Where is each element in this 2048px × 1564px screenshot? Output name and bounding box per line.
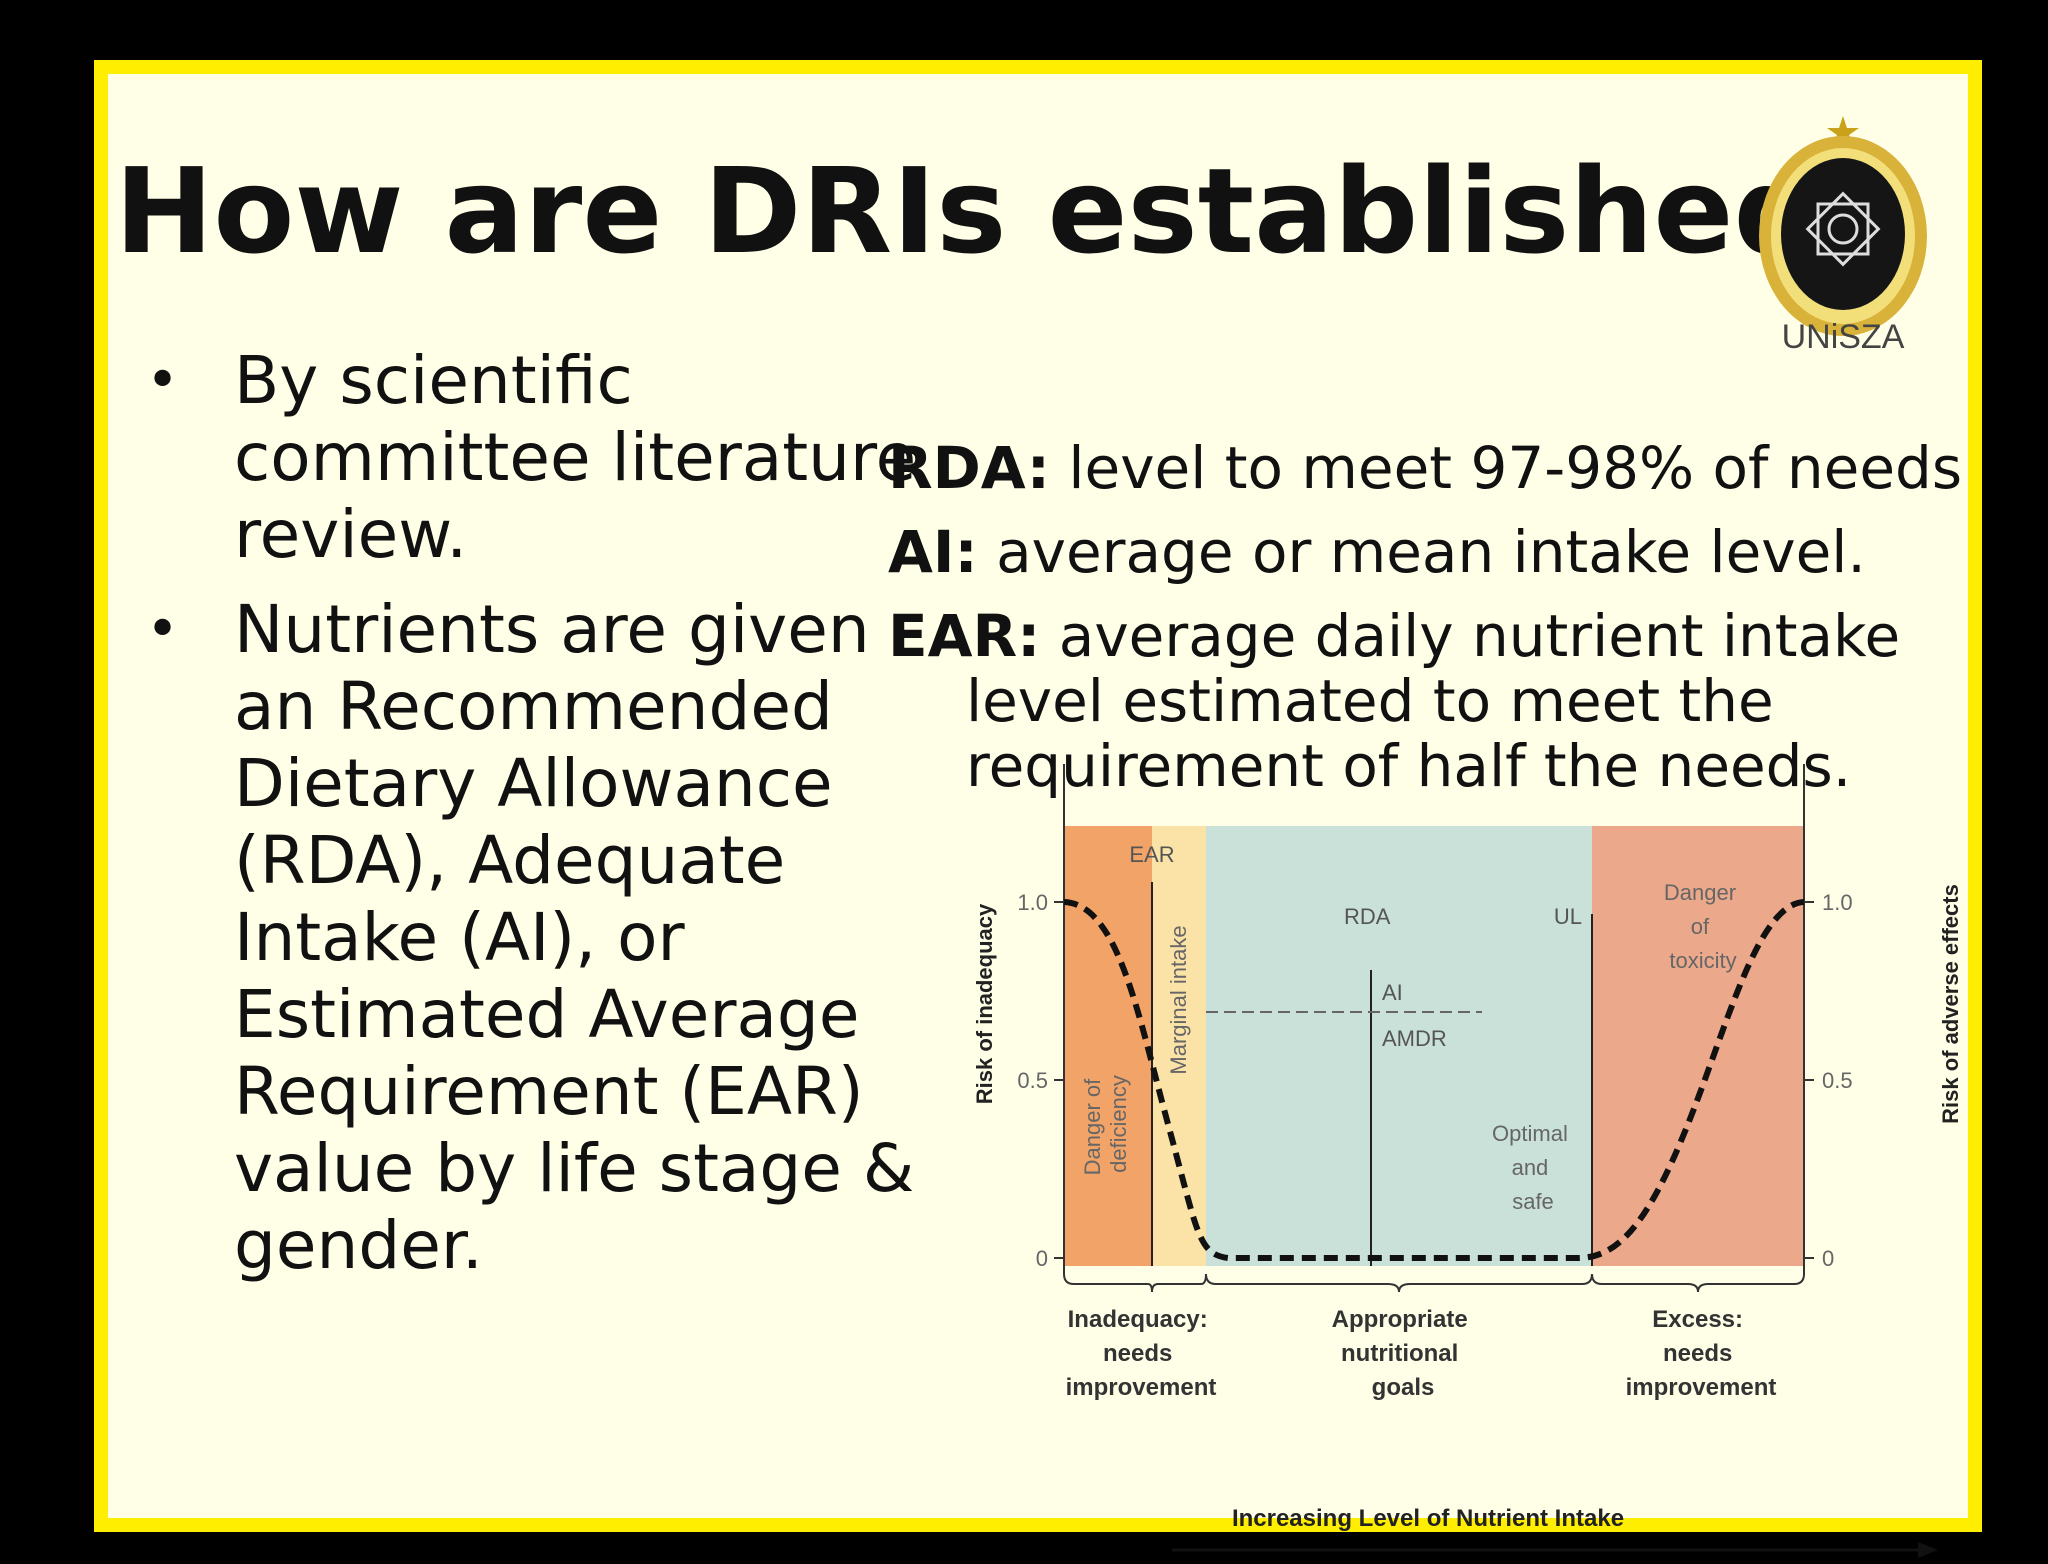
unisza-crest-icon: UNiSZA <box>1759 116 1927 356</box>
risk-curve <box>1063 899 1805 1261</box>
definition-term: AI: <box>888 518 978 586</box>
bullet-list: • By scientific committee literature rev… <box>124 342 924 1302</box>
bracket-label-line: needs <box>1103 1340 1172 1367</box>
zone-optimal <box>1206 826 1592 1266</box>
slide-title: How are DRIs established? <box>114 142 1887 280</box>
zone-label-deficiency: Danger of deficiency <box>1080 1073 1131 1176</box>
bracket-label-line: goals <box>1372 1374 1435 1401</box>
x-axis-label: Increasing Level of Nutrient Intake <box>1232 1505 1624 1532</box>
bracket-label-line: Excess: <box>1652 1306 1743 1333</box>
bullet-text: By scientific committee literature revie… <box>234 342 917 573</box>
zone-label-toxicity: Danger of toxicity <box>1664 880 1742 973</box>
bullet-text: Nutrients are given an Recommended Dieta… <box>234 591 915 1284</box>
bullet-dot-icon: • <box>146 597 180 662</box>
definition-text: level to meet 97-98% of needs <box>1049 434 1963 502</box>
logo-text: UNiSZA <box>1782 318 1905 356</box>
zone-toxicity <box>1592 826 1804 1266</box>
definition-ear: EAR: average daily nutrient intake level… <box>888 604 1978 799</box>
definition-ai: AI: average or mean intake level. <box>888 520 1978 585</box>
ai-label: AI <box>1382 980 1403 1005</box>
amdr-label: AMDR <box>1382 1026 1447 1051</box>
bracket-label-line: Appropriate <box>1332 1306 1468 1333</box>
definition-term: RDA: <box>888 434 1050 502</box>
bracket-label-line: needs <box>1663 1340 1732 1367</box>
zone-marginal <box>1152 826 1206 1266</box>
unisza-logo: UNiSZA <box>1748 108 1938 358</box>
zone-label-line: of <box>1691 914 1710 939</box>
tick-label-right: 0.5 <box>1822 1068 1853 1093</box>
slide: How are DRIs established? UNiSZA • By sc… <box>94 60 1982 1558</box>
definition-text: average daily nutrient intake level esti… <box>966 602 1901 800</box>
zone-label-line: Danger <box>1664 880 1736 905</box>
zone-label-line: Danger of <box>1080 1078 1105 1176</box>
tick-label-left: 0 <box>1036 1246 1048 1271</box>
left-axis-label: Risk of inadequacy <box>972 903 997 1104</box>
zone-label-line: toxicity <box>1669 948 1736 973</box>
definition-term: EAR: <box>888 602 1041 670</box>
zone-label-line: deficiency <box>1106 1075 1131 1173</box>
bracket-label-appropriate: Appropriate nutritional goals <box>1332 1306 1475 1401</box>
zone-label-optimal: Optimal and safe <box>1492 1121 1574 1214</box>
dri-diagram: 1.0 0.5 0 1.0 0.5 0 Risk of inadequacy R… <box>972 764 1963 1558</box>
ul-label: UL <box>1554 904 1582 929</box>
tick-label-left: 1.0 <box>1017 890 1048 915</box>
bullet-item: • Nutrients are given an Recommended Die… <box>124 591 924 1284</box>
definition-rda: RDA: level to meet 97-98% of needs <box>888 436 1978 501</box>
right-axis-label: Risk of adverse effects <box>1938 884 1963 1124</box>
definition-text: average or mean intake level. <box>977 518 1866 586</box>
bullet-item: • By scientific committee literature rev… <box>124 342 924 573</box>
bracket-label-line: improvement <box>1066 1374 1217 1401</box>
zone-label-marginal: Marginal intake <box>1166 925 1191 1074</box>
arrow-right-icon <box>1918 1542 1938 1558</box>
bracket-label-line: nutritional <box>1341 1340 1458 1367</box>
bracket-label-line: Inadequacy: <box>1068 1306 1208 1333</box>
tick-label-right: 1.0 <box>1822 890 1853 915</box>
zone-label-line: Optimal <box>1492 1121 1568 1146</box>
zone-label-line: safe <box>1512 1189 1554 1214</box>
rda-label: RDA <box>1344 904 1391 929</box>
tick-label-left: 0.5 <box>1017 1068 1048 1093</box>
zone-label-line: and <box>1512 1155 1549 1180</box>
bracket-label-inadequacy: Inadequacy: needs improvement <box>1066 1306 1217 1401</box>
bullet-dot-icon: • <box>146 348 180 413</box>
bracket-label-line: improvement <box>1626 1374 1777 1401</box>
tick-label-right: 0 <box>1822 1246 1834 1271</box>
definitions: RDA: level to meet 97-98% of needs AI: a… <box>888 436 1978 818</box>
bracket-label-excess: Excess: needs improvement <box>1626 1306 1777 1401</box>
zone-deficiency <box>1064 826 1152 1266</box>
ear-label: EAR <box>1129 842 1174 867</box>
